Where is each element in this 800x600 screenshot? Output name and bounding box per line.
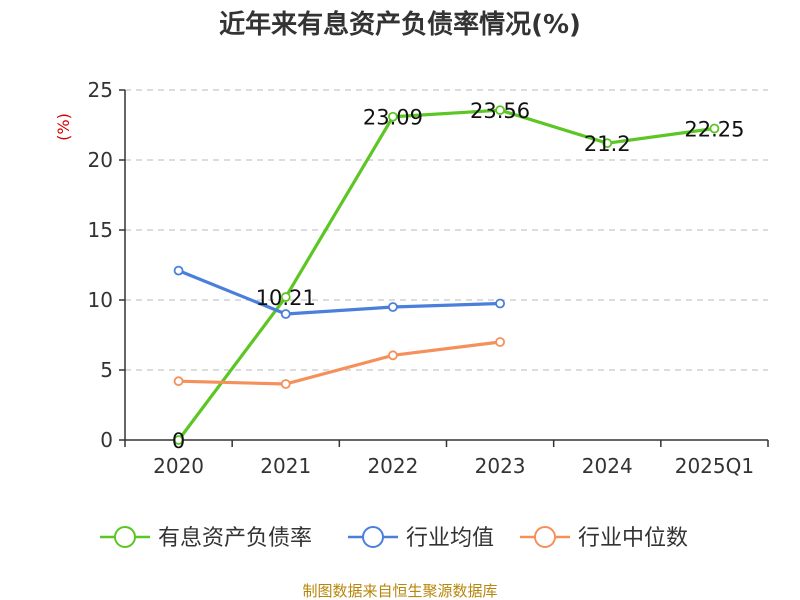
- legend-label-0[interactable]: 有息资产负债率: [158, 526, 312, 551]
- axes: 0 5 10 15 20 25 2020 2021 2022 2023 2024 2025Q1: [88, 78, 769, 478]
- x-tick-label: 2021: [260, 454, 311, 478]
- series-line-2: [178, 340, 501, 386]
- y-tick-label: 20: [88, 148, 113, 172]
- data-point[interactable]: [709, 123, 720, 134]
- data-label: 21.2: [584, 132, 631, 156]
- data-point[interactable]: [280, 309, 291, 319]
- data-point[interactable]: [495, 337, 505, 347]
- data-point[interactable]: [173, 435, 184, 445]
- data-labels: 0 10.21 23.09 23.56 21.2 22.25: [172, 99, 745, 453]
- source-note: 制图数据来自恒生聚源数据库: [302, 582, 497, 600]
- legend-marker-1[interactable]: [362, 526, 384, 548]
- series-group: [173, 105, 720, 445]
- data-label: 10.21: [256, 286, 316, 310]
- grid-lines: [125, 89, 768, 371]
- x-tick-label: 2023: [475, 454, 526, 478]
- data-point[interactable]: [388, 302, 398, 312]
- legend-marker-2[interactable]: [534, 526, 556, 548]
- data-point[interactable]: [602, 138, 613, 149]
- legend-marker-0[interactable]: [114, 526, 136, 548]
- data-point[interactable]: [388, 111, 398, 122]
- data-label: 23.56: [470, 99, 530, 123]
- x-tick-label: 2025Q1: [675, 454, 754, 478]
- series-line-0: [177, 108, 715, 441]
- data-point[interactable]: [388, 350, 398, 361]
- data-point[interactable]: [495, 298, 505, 309]
- chart-title: 近年来有息资产负债率情况(%): [219, 9, 581, 40]
- x-tick-label: 2020: [153, 454, 204, 478]
- y-tick-label: 0: [100, 428, 113, 452]
- data-label: 0: [172, 429, 185, 453]
- data-point[interactable]: [173, 265, 184, 276]
- data-point[interactable]: [173, 376, 184, 387]
- legend-label-1[interactable]: 行业均值: [406, 526, 494, 551]
- data-point[interactable]: [495, 105, 505, 116]
- legend[interactable]: 有息资产负债率 行业均值 行业中位数: [100, 526, 688, 551]
- y-tick-label: 5: [100, 358, 113, 382]
- y-tick-label: 15: [88, 218, 113, 242]
- y-tick-label: 10: [88, 288, 113, 312]
- legend-label-2[interactable]: 行业中位数: [578, 526, 688, 551]
- y-axis-label: (%): [54, 113, 73, 141]
- data-label: 23.09: [363, 106, 423, 130]
- data-point[interactable]: [280, 379, 291, 389]
- y-tick-label: 25: [88, 78, 113, 102]
- x-tick-label: 2024: [582, 454, 633, 478]
- data-label: 22.25: [684, 118, 744, 142]
- series-line-1: [177, 269, 501, 316]
- x-tick-label: 2022: [367, 454, 418, 478]
- data-point[interactable]: [280, 292, 291, 302]
